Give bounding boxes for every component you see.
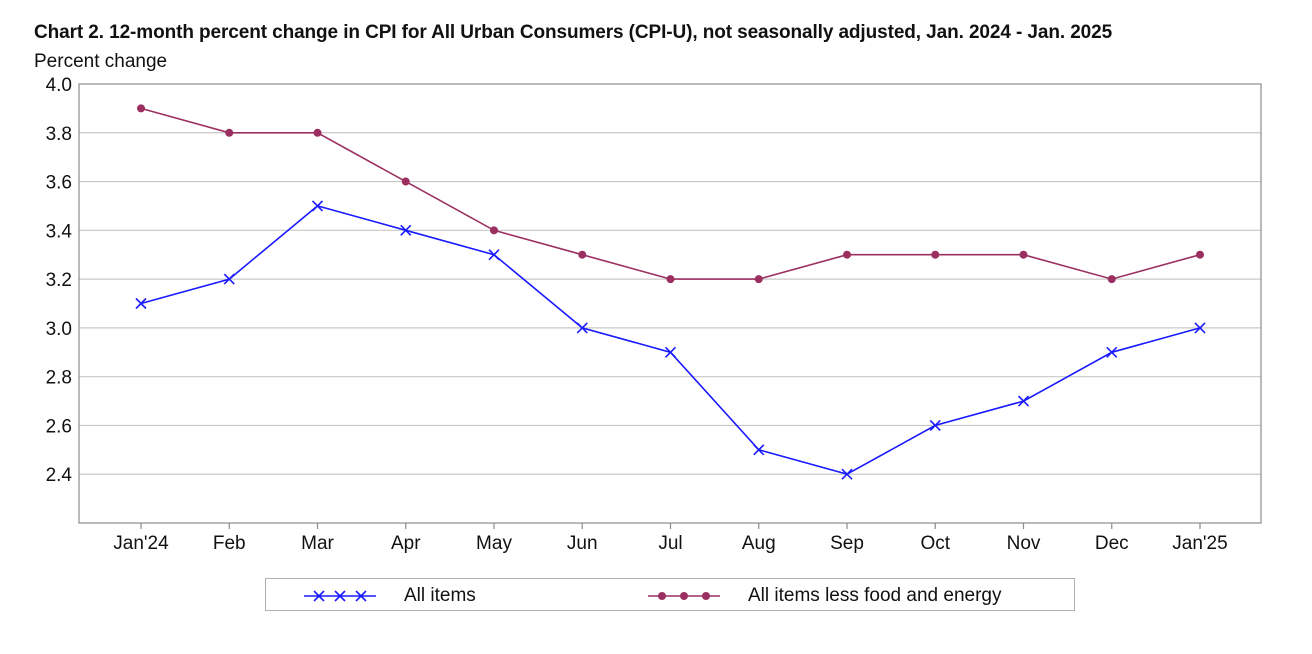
y-tick-label: 3.8	[46, 124, 72, 145]
y-tick-label: 3.2	[46, 270, 72, 291]
legend-item-core: All items less food and energy	[646, 579, 1001, 612]
data-point-x-marker	[841, 468, 853, 480]
data-point-x-marker	[488, 249, 500, 261]
x-tick-label: Jan'24	[113, 533, 169, 554]
y-tick-label: 2.6	[46, 416, 72, 437]
x-tick-label: Aug	[742, 533, 776, 554]
data-point-x-marker	[400, 224, 412, 236]
x-tick-label: Apr	[391, 533, 421, 554]
y-tick-label: 3.6	[46, 173, 72, 194]
data-point-dot-marker	[843, 250, 851, 259]
data-point-dot-marker	[490, 226, 498, 235]
data-point-dot-marker	[401, 177, 410, 186]
legend: All items All items less food and energy	[265, 578, 1075, 611]
series-line-all-items	[140, 205, 1201, 476]
legend-item-all-items: All items	[302, 579, 476, 612]
chart-title: Chart 2. 12-month percent change in CPI …	[34, 22, 1113, 43]
data-point-dot-marker	[666, 275, 675, 284]
data-point-x-marker	[135, 297, 147, 310]
data-point-dot-marker	[931, 250, 940, 259]
data-point-x-marker	[1017, 395, 1030, 407]
y-tick-label: 2.4	[46, 465, 73, 486]
data-point-x-marker	[664, 346, 677, 358]
y-tick-label: 3.4	[46, 221, 73, 242]
y-tick-label: 3.0	[46, 319, 72, 340]
x-tick-label: Sep	[830, 533, 864, 554]
data-point-x-marker	[223, 273, 235, 285]
legend-label: All items less food and energy	[748, 584, 1002, 606]
legend-label: All items	[404, 584, 476, 606]
data-point-x-marker	[576, 322, 588, 334]
x-tick-label: Dec	[1095, 533, 1129, 554]
x-tick-label: Nov	[1007, 533, 1041, 554]
x-tick-label: Jul	[658, 533, 682, 554]
x-tick-label: Jan'25	[1172, 533, 1227, 554]
data-point-dot-marker	[578, 250, 587, 259]
x-tick-label: Feb	[213, 533, 246, 554]
data-point-x-marker	[753, 444, 765, 456]
x-tick-label: Jun	[567, 533, 598, 554]
data-point-x-marker	[929, 419, 941, 432]
series-line-less-food-energy	[140, 107, 1201, 280]
data-point-x-marker	[1194, 322, 1206, 334]
legend-marker-x-icon	[304, 589, 376, 602]
plot-area	[78, 83, 1262, 524]
x-tick-label: Mar	[301, 533, 334, 554]
data-point-x-marker	[1106, 346, 1118, 358]
data-point-dot-marker	[1196, 250, 1204, 259]
data-point-dot-marker	[313, 128, 322, 137]
data-point-dot-marker	[1019, 250, 1028, 259]
y-tick-label: 2.8	[46, 368, 72, 389]
y-axis-label: Percent change	[34, 51, 168, 72]
data-point-dot-marker	[225, 128, 234, 137]
data-point-dot-marker	[137, 104, 145, 113]
data-point-x-marker	[311, 200, 324, 212]
data-point-dot-marker	[1107, 275, 1116, 284]
x-tick-label: May	[476, 533, 512, 554]
data-point-dot-marker	[754, 275, 763, 284]
y-tick-label: 4.0	[46, 75, 72, 96]
x-tick-label: Oct	[920, 533, 950, 554]
legend-marker-dot-icon	[648, 591, 720, 600]
